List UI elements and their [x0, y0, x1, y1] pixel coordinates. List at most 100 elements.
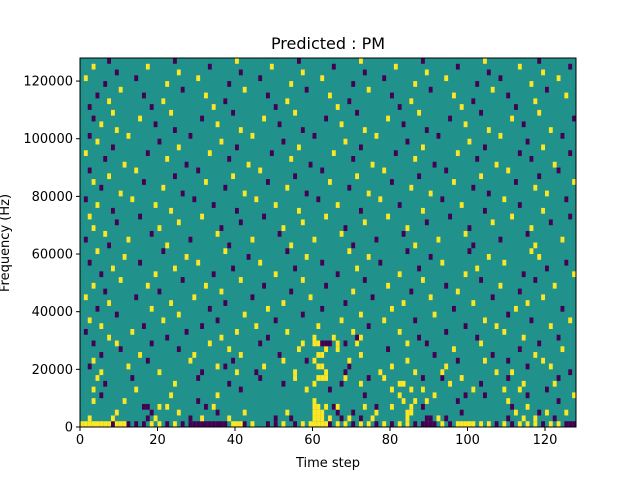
- heatmap-cell: [525, 300, 530, 306]
- heatmap-cell: [219, 334, 224, 341]
- heatmap-cell: [494, 421, 499, 427]
- heatmap-cell: [207, 63, 212, 70]
- axes-frame: [79, 57, 577, 428]
- heatmap-cell: [324, 346, 329, 353]
- heatmap-cell: [359, 144, 363, 151]
- heatmap-cell: [421, 375, 425, 381]
- heatmap-cell: [331, 63, 336, 70]
- heatmap-cell: [537, 409, 542, 416]
- heatmap-cell: [405, 225, 410, 231]
- heatmap-cell: [91, 421, 96, 427]
- heatmap-cell: [242, 311, 247, 318]
- heatmap-cell: [444, 282, 449, 289]
- heatmap-cell: [328, 386, 332, 393]
- heatmap-cell: [506, 415, 511, 422]
- heatmap-cell: [405, 138, 410, 145]
- heatmap-cell: [572, 115, 577, 122]
- heatmap-cell: [335, 346, 340, 353]
- heatmap-cell: [320, 167, 325, 174]
- heatmap-cell: [254, 323, 259, 329]
- heatmap-cell: [533, 242, 538, 249]
- heatmap-cell: [556, 75, 561, 82]
- heatmap-cell: [242, 190, 247, 197]
- heatmap-cell: [223, 363, 228, 370]
- heatmap-cell: [525, 230, 530, 237]
- heatmap-cell: [200, 323, 205, 329]
- heatmap-cell: [300, 277, 305, 283]
- heatmap-cell: [312, 403, 317, 410]
- heatmap-cell: [87, 421, 92, 427]
- heatmap-cell: [312, 398, 317, 404]
- heatmap-cell: [552, 415, 557, 422]
- heatmap-cell: [459, 421, 464, 427]
- heatmap-cell: [320, 421, 325, 427]
- heatmap-cell: [533, 98, 538, 105]
- heatmap-cell: [517, 63, 522, 70]
- heatmap-cell: [335, 271, 340, 278]
- heatmap-cell: [281, 357, 286, 364]
- heatmap-cell: [328, 179, 332, 185]
- heatmap-cell: [347, 363, 352, 370]
- heatmap-cell: [440, 369, 445, 376]
- heatmap-cell: [153, 202, 158, 208]
- heatmap-cell: [390, 363, 394, 370]
- heatmap-cell: [266, 334, 270, 341]
- x-tick-label: 20: [149, 433, 166, 448]
- heatmap-cell: [467, 225, 472, 231]
- heatmap-cell: [91, 398, 96, 404]
- heatmap-cell: [215, 317, 220, 324]
- heatmap-cell: [285, 328, 290, 335]
- heatmap-cell: [564, 196, 569, 203]
- heatmap-cell: [331, 403, 336, 410]
- heatmap-cell: [568, 317, 573, 324]
- heatmap-cell: [502, 421, 507, 427]
- heatmap-cell: [393, 63, 398, 70]
- heatmap-cell: [320, 415, 325, 422]
- heatmap-cell: [459, 104, 464, 110]
- heatmap-cell: [347, 357, 352, 364]
- heatmap-cell: [417, 265, 422, 272]
- heatmap-cell: [176, 346, 181, 353]
- heatmap-cell: [556, 167, 561, 174]
- heatmap-cell: [494, 369, 499, 376]
- heatmap-cell: [502, 328, 507, 335]
- heatmap-cell: [320, 259, 325, 266]
- heatmap-cell: [138, 259, 143, 266]
- heatmap-cell: [149, 340, 154, 347]
- heatmap-cell: [486, 254, 491, 260]
- heatmap-cell: [188, 357, 193, 364]
- heatmap-cell: [285, 248, 290, 255]
- y-tick-label: 60000: [32, 248, 73, 263]
- heatmap-cell: [428, 415, 433, 422]
- heatmap-cell: [262, 115, 267, 122]
- heatmap-cell: [347, 415, 352, 422]
- heatmap-cell: [316, 409, 321, 416]
- heatmap-cell: [223, 248, 228, 255]
- heatmap-cell: [405, 409, 410, 416]
- heatmap-cell: [537, 340, 542, 347]
- heatmap-cell: [138, 213, 143, 220]
- heatmap-cell: [134, 167, 139, 174]
- heatmap-cell: [157, 225, 162, 231]
- heatmap-cell: [99, 369, 104, 376]
- heatmap-cell: [300, 311, 305, 318]
- heatmap-cell: [266, 92, 270, 99]
- heatmap-cell: [502, 386, 507, 393]
- heatmap-cell: [424, 398, 429, 404]
- heatmap-cell: [366, 375, 371, 381]
- heatmap-cell: [87, 213, 92, 220]
- heatmap-cell: [351, 288, 356, 295]
- heatmap-cell: [95, 92, 100, 99]
- heatmap-cell: [475, 265, 480, 272]
- heatmap-cell: [122, 398, 127, 404]
- heatmap-cell: [428, 86, 433, 93]
- heatmap-cell: [184, 161, 189, 168]
- heatmap-cell: [258, 375, 263, 381]
- heatmap-cell: [114, 409, 119, 416]
- heatmap-cell: [207, 421, 212, 427]
- heatmap-cell: [304, 357, 309, 364]
- heatmap-cell: [107, 242, 112, 249]
- heatmap-cell: [83, 294, 88, 301]
- heatmap-cell: [339, 121, 344, 128]
- heatmap-cell: [277, 121, 282, 128]
